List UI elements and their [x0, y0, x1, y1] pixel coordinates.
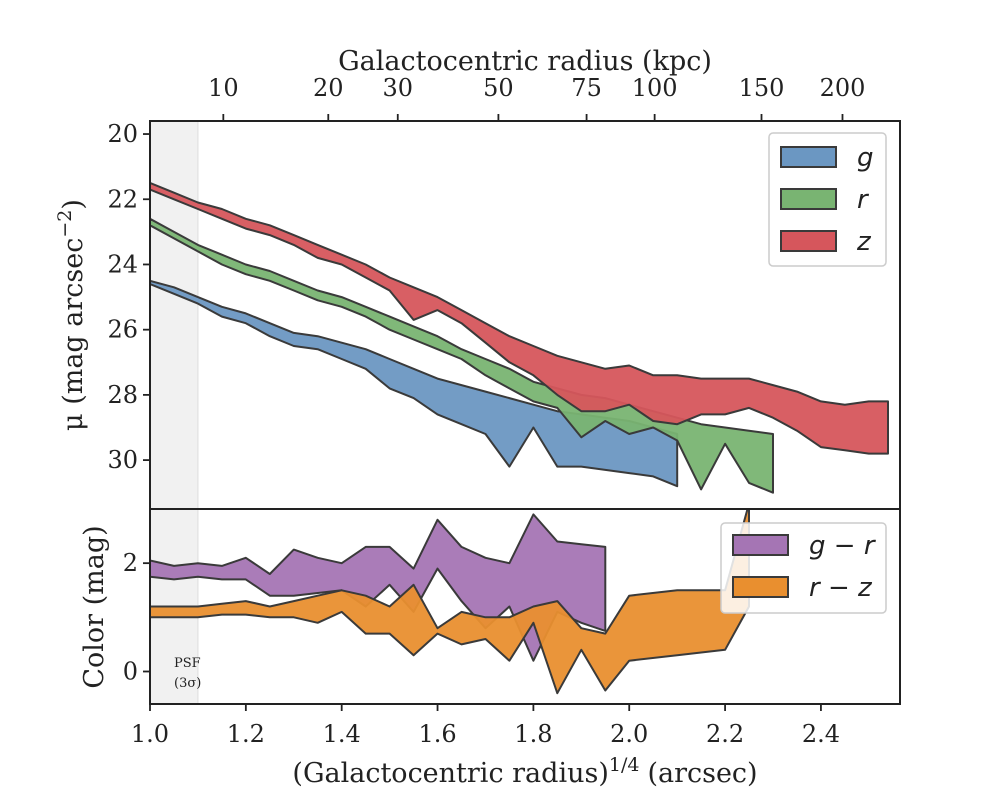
legend-label: r	[857, 185, 870, 215]
psf-shaded-region	[149, 120, 199, 510]
legend-label: g	[857, 143, 874, 173]
top-legend: grz	[768, 132, 887, 267]
bottom-y-tick-label: 0	[123, 658, 138, 686]
top-x-tick-label: 50	[483, 74, 514, 102]
surface-brightness-panel: 20 22 24 26 28 30 10 20 30 50 75 100 150 200 grz Gal…	[54, 46, 901, 510]
mag-band-1	[150, 217, 774, 494]
psf-label: PSF	[174, 656, 201, 671]
color-band-0	[150, 513, 607, 662]
bottom-legend: g − r r − z	[720, 522, 887, 614]
top-y-tick-label: 20	[107, 120, 138, 148]
color-panel: 02 1.0 1.2 1.4 1.6 1.8 2.0 2.2 2.4 g − rr − z P…	[79, 508, 901, 789]
legend-swatch	[732, 576, 789, 598]
bottom-x-tick-label: 2.4	[802, 720, 840, 748]
bottom-x-tick-label: 1.2	[227, 720, 265, 748]
bottom-y-tick-label: 2	[123, 549, 138, 577]
top-y-axis-title-exponent: −2	[54, 210, 76, 238]
mag-band-0	[150, 279, 679, 488]
bottom-y-axis-title: Color (mag)	[79, 525, 110, 688]
mag-band-2	[150, 181, 889, 455]
top-x-tick-label: 200	[820, 74, 866, 102]
bottom-x-tick-label: 1.8	[514, 720, 552, 748]
bottom-x-axis-title: (Galactocentric radius)1/4 (arcsec)	[292, 754, 757, 789]
bottom-x-tick-label: 2.2	[706, 720, 744, 748]
top-y-tick-label: 22	[107, 185, 138, 213]
bottom-x-tick-label: 1.4	[323, 720, 361, 748]
top-y-tick-label: 30	[107, 446, 138, 474]
psf-sigma-label: (3σ)	[174, 676, 201, 691]
legend-label: g − r	[809, 531, 877, 561]
top-x-tick-label: 10	[208, 74, 239, 102]
legend-label: z	[856, 227, 872, 257]
legend-swatch	[780, 230, 837, 252]
legend-swatch	[780, 188, 837, 210]
top-y-tick-label: 28	[107, 381, 138, 409]
top-x-tick-label: 30	[382, 74, 413, 102]
legend-swatch	[780, 146, 837, 168]
bottom-x-tick-label: 1.6	[418, 720, 456, 748]
legend-swatch	[732, 534, 789, 556]
legend-label: r − z	[809, 573, 873, 603]
bottom-y-ticks: 02	[123, 549, 150, 686]
color-bands	[150, 509, 750, 695]
top-x-tick-label: 150	[739, 74, 785, 102]
top-y-tick-label: 24	[107, 250, 138, 278]
bottom-x-axis-title-exponent: 1/4	[609, 754, 640, 776]
bottom-x-ticks: 1.0 1.2 1.4 1.6 1.8 2.0 2.2 2.4	[131, 704, 840, 748]
top-x-ticks: 10 20 30 50 75 100 150 200	[208, 74, 865, 121]
top-y-ticks: 20 22 24 26 28 30	[107, 120, 150, 474]
top-y-axis-title: μ (mag arcsec−2)	[54, 199, 89, 431]
bottom-x-tick-label: 1.0	[131, 720, 169, 748]
surface-brightness-bands	[150, 181, 889, 494]
top-x-tick-label: 75	[571, 74, 602, 102]
top-x-axis-title: Galactocentric radius (kpc)	[338, 46, 712, 77]
bottom-x-tick-label: 2.0	[610, 720, 648, 748]
top-y-tick-label: 26	[107, 316, 138, 344]
top-x-tick-label: 100	[632, 74, 678, 102]
bottom-panel-frame	[149, 508, 901, 705]
top-x-tick-label: 20	[313, 74, 344, 102]
